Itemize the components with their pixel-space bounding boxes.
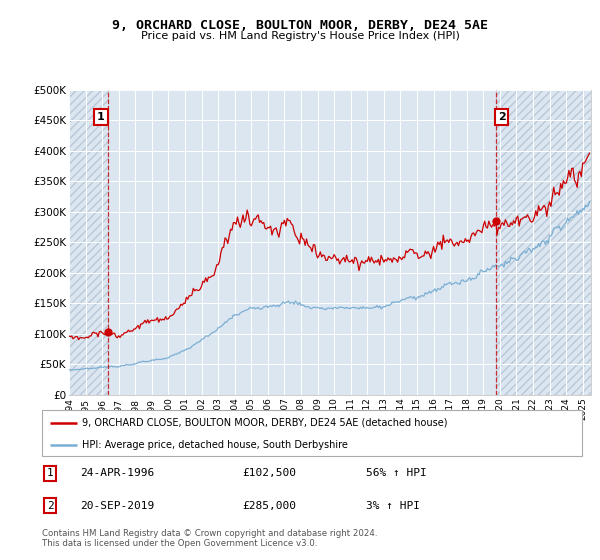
Text: £102,500: £102,500 [242, 468, 296, 478]
Text: 2: 2 [497, 112, 505, 122]
Text: 24-APR-1996: 24-APR-1996 [80, 468, 154, 478]
Text: Price paid vs. HM Land Registry's House Price Index (HPI): Price paid vs. HM Land Registry's House … [140, 31, 460, 41]
Text: 1: 1 [97, 112, 105, 122]
Text: HPI: Average price, detached house, South Derbyshire: HPI: Average price, detached house, Sout… [83, 440, 349, 450]
FancyBboxPatch shape [42, 410, 582, 456]
Text: 3% ↑ HPI: 3% ↑ HPI [366, 501, 420, 511]
Text: £285,000: £285,000 [242, 501, 296, 511]
Bar [496, 90, 591, 395]
Text: Contains HM Land Registry data © Crown copyright and database right 2024.
This d: Contains HM Land Registry data © Crown c… [42, 529, 377, 548]
Text: 56% ↑ HPI: 56% ↑ HPI [366, 468, 427, 478]
Text: 2: 2 [47, 501, 53, 511]
Bar [69, 90, 107, 395]
Text: 1: 1 [47, 468, 53, 478]
Text: 20-SEP-2019: 20-SEP-2019 [80, 501, 154, 511]
Text: 9, ORCHARD CLOSE, BOULTON MOOR, DERBY, DE24 5AE (detached house): 9, ORCHARD CLOSE, BOULTON MOOR, DERBY, D… [83, 418, 448, 428]
Text: 9, ORCHARD CLOSE, BOULTON MOOR, DERBY, DE24 5AE: 9, ORCHARD CLOSE, BOULTON MOOR, DERBY, D… [112, 18, 488, 32]
